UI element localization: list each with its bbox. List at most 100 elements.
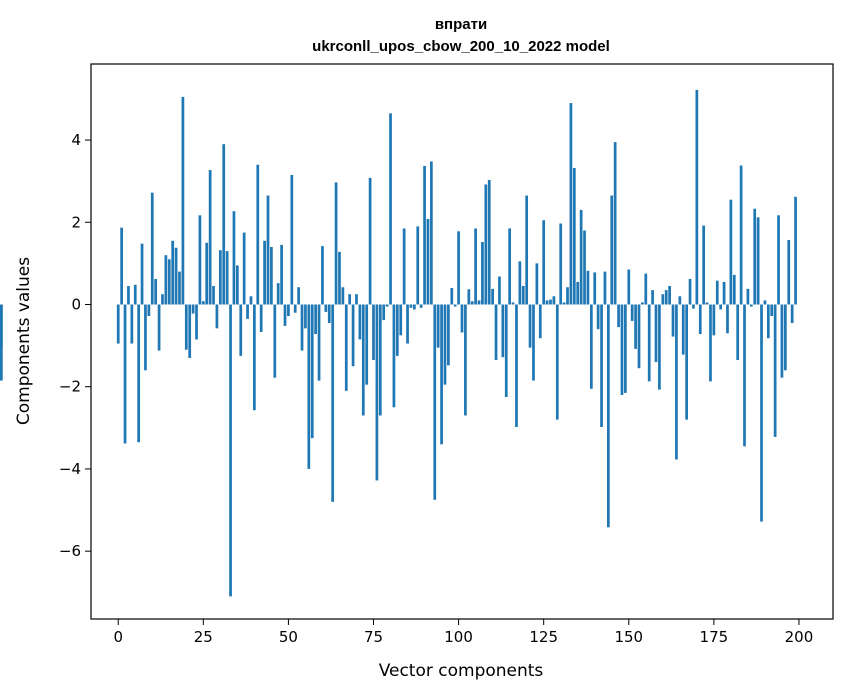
bar [589, 304, 593, 389]
bar [532, 304, 535, 381]
bar [184, 304, 188, 350]
x-axis-label: Vector components [379, 661, 544, 681]
bar [549, 299, 552, 305]
bar [647, 304, 651, 382]
bar [726, 304, 729, 334]
bar [225, 251, 229, 305]
bar [603, 271, 607, 305]
bar [583, 230, 586, 305]
bar [266, 195, 270, 305]
bar [419, 304, 423, 308]
bar [178, 271, 181, 305]
y-tick-label: 4 [71, 131, 81, 149]
bar [195, 304, 198, 340]
bar [256, 164, 260, 305]
bar [498, 276, 501, 305]
bar [167, 259, 171, 305]
bar [627, 269, 631, 305]
bar [528, 304, 532, 348]
bar [545, 300, 549, 305]
bar [719, 304, 723, 310]
bar [692, 304, 695, 309]
bar [433, 304, 437, 500]
x-tick-label: 200 [785, 628, 814, 646]
bar [358, 304, 362, 340]
bar [436, 304, 440, 348]
chart-subtitle: ukrconll_upos_cbow_200_10_2022 model [312, 38, 610, 55]
bar [525, 195, 529, 305]
bar [712, 304, 716, 336]
bar [116, 304, 120, 344]
bar [409, 304, 413, 308]
bar [787, 239, 791, 305]
bar [477, 300, 481, 305]
bar [508, 228, 512, 305]
bar [515, 304, 518, 428]
bar [651, 290, 654, 305]
bar [191, 304, 195, 314]
bar [161, 294, 164, 305]
bar [494, 304, 498, 360]
bar [297, 287, 300, 305]
bar [715, 280, 719, 305]
bar [249, 296, 253, 305]
y-axis-label: Components values [14, 257, 34, 425]
bar [593, 272, 597, 305]
bar [576, 281, 580, 305]
bar [630, 304, 634, 321]
bar [501, 304, 505, 358]
bar [174, 247, 178, 305]
bar [236, 265, 239, 305]
bar [739, 165, 743, 305]
bar [412, 304, 416, 310]
y-tick-label: 2 [71, 213, 81, 231]
bar [644, 273, 648, 305]
bars-group [0, 89, 797, 597]
bar [555, 304, 559, 420]
bar [664, 290, 668, 305]
bar [150, 192, 154, 305]
bar [310, 304, 314, 439]
bar [201, 301, 205, 305]
bar [610, 195, 614, 305]
bar [399, 304, 403, 336]
bar [732, 274, 736, 305]
bar [607, 304, 610, 528]
bar [705, 302, 709, 305]
bar [470, 301, 474, 305]
y-tick-label: 0 [71, 296, 81, 314]
bar [344, 304, 348, 391]
y-axis-ticks: −6 −4 −2 0 2 4 [59, 131, 91, 560]
bar [746, 288, 750, 305]
bar [120, 227, 123, 305]
bar [133, 284, 137, 305]
y-tick-label: −6 [59, 542, 81, 560]
bar [259, 304, 263, 333]
plot-frame [90, 63, 834, 620]
bar [239, 304, 243, 356]
bar [559, 223, 563, 305]
bar [426, 218, 430, 305]
bar [613, 142, 617, 305]
bar [637, 304, 641, 369]
bar [137, 304, 141, 443]
bar [406, 304, 409, 344]
bar [518, 261, 522, 305]
bar [753, 208, 757, 305]
bar [634, 304, 637, 349]
bar [743, 304, 746, 447]
bar [253, 304, 256, 411]
bar [453, 304, 457, 307]
bar [171, 240, 175, 305]
bar [147, 304, 151, 317]
bar [586, 270, 590, 305]
y-tick-label: −4 [59, 460, 81, 478]
bar [538, 304, 542, 339]
bar [263, 240, 266, 305]
bar [763, 300, 767, 305]
bar [402, 228, 406, 305]
bar [423, 165, 426, 305]
bar [154, 279, 158, 305]
bar [447, 304, 450, 366]
